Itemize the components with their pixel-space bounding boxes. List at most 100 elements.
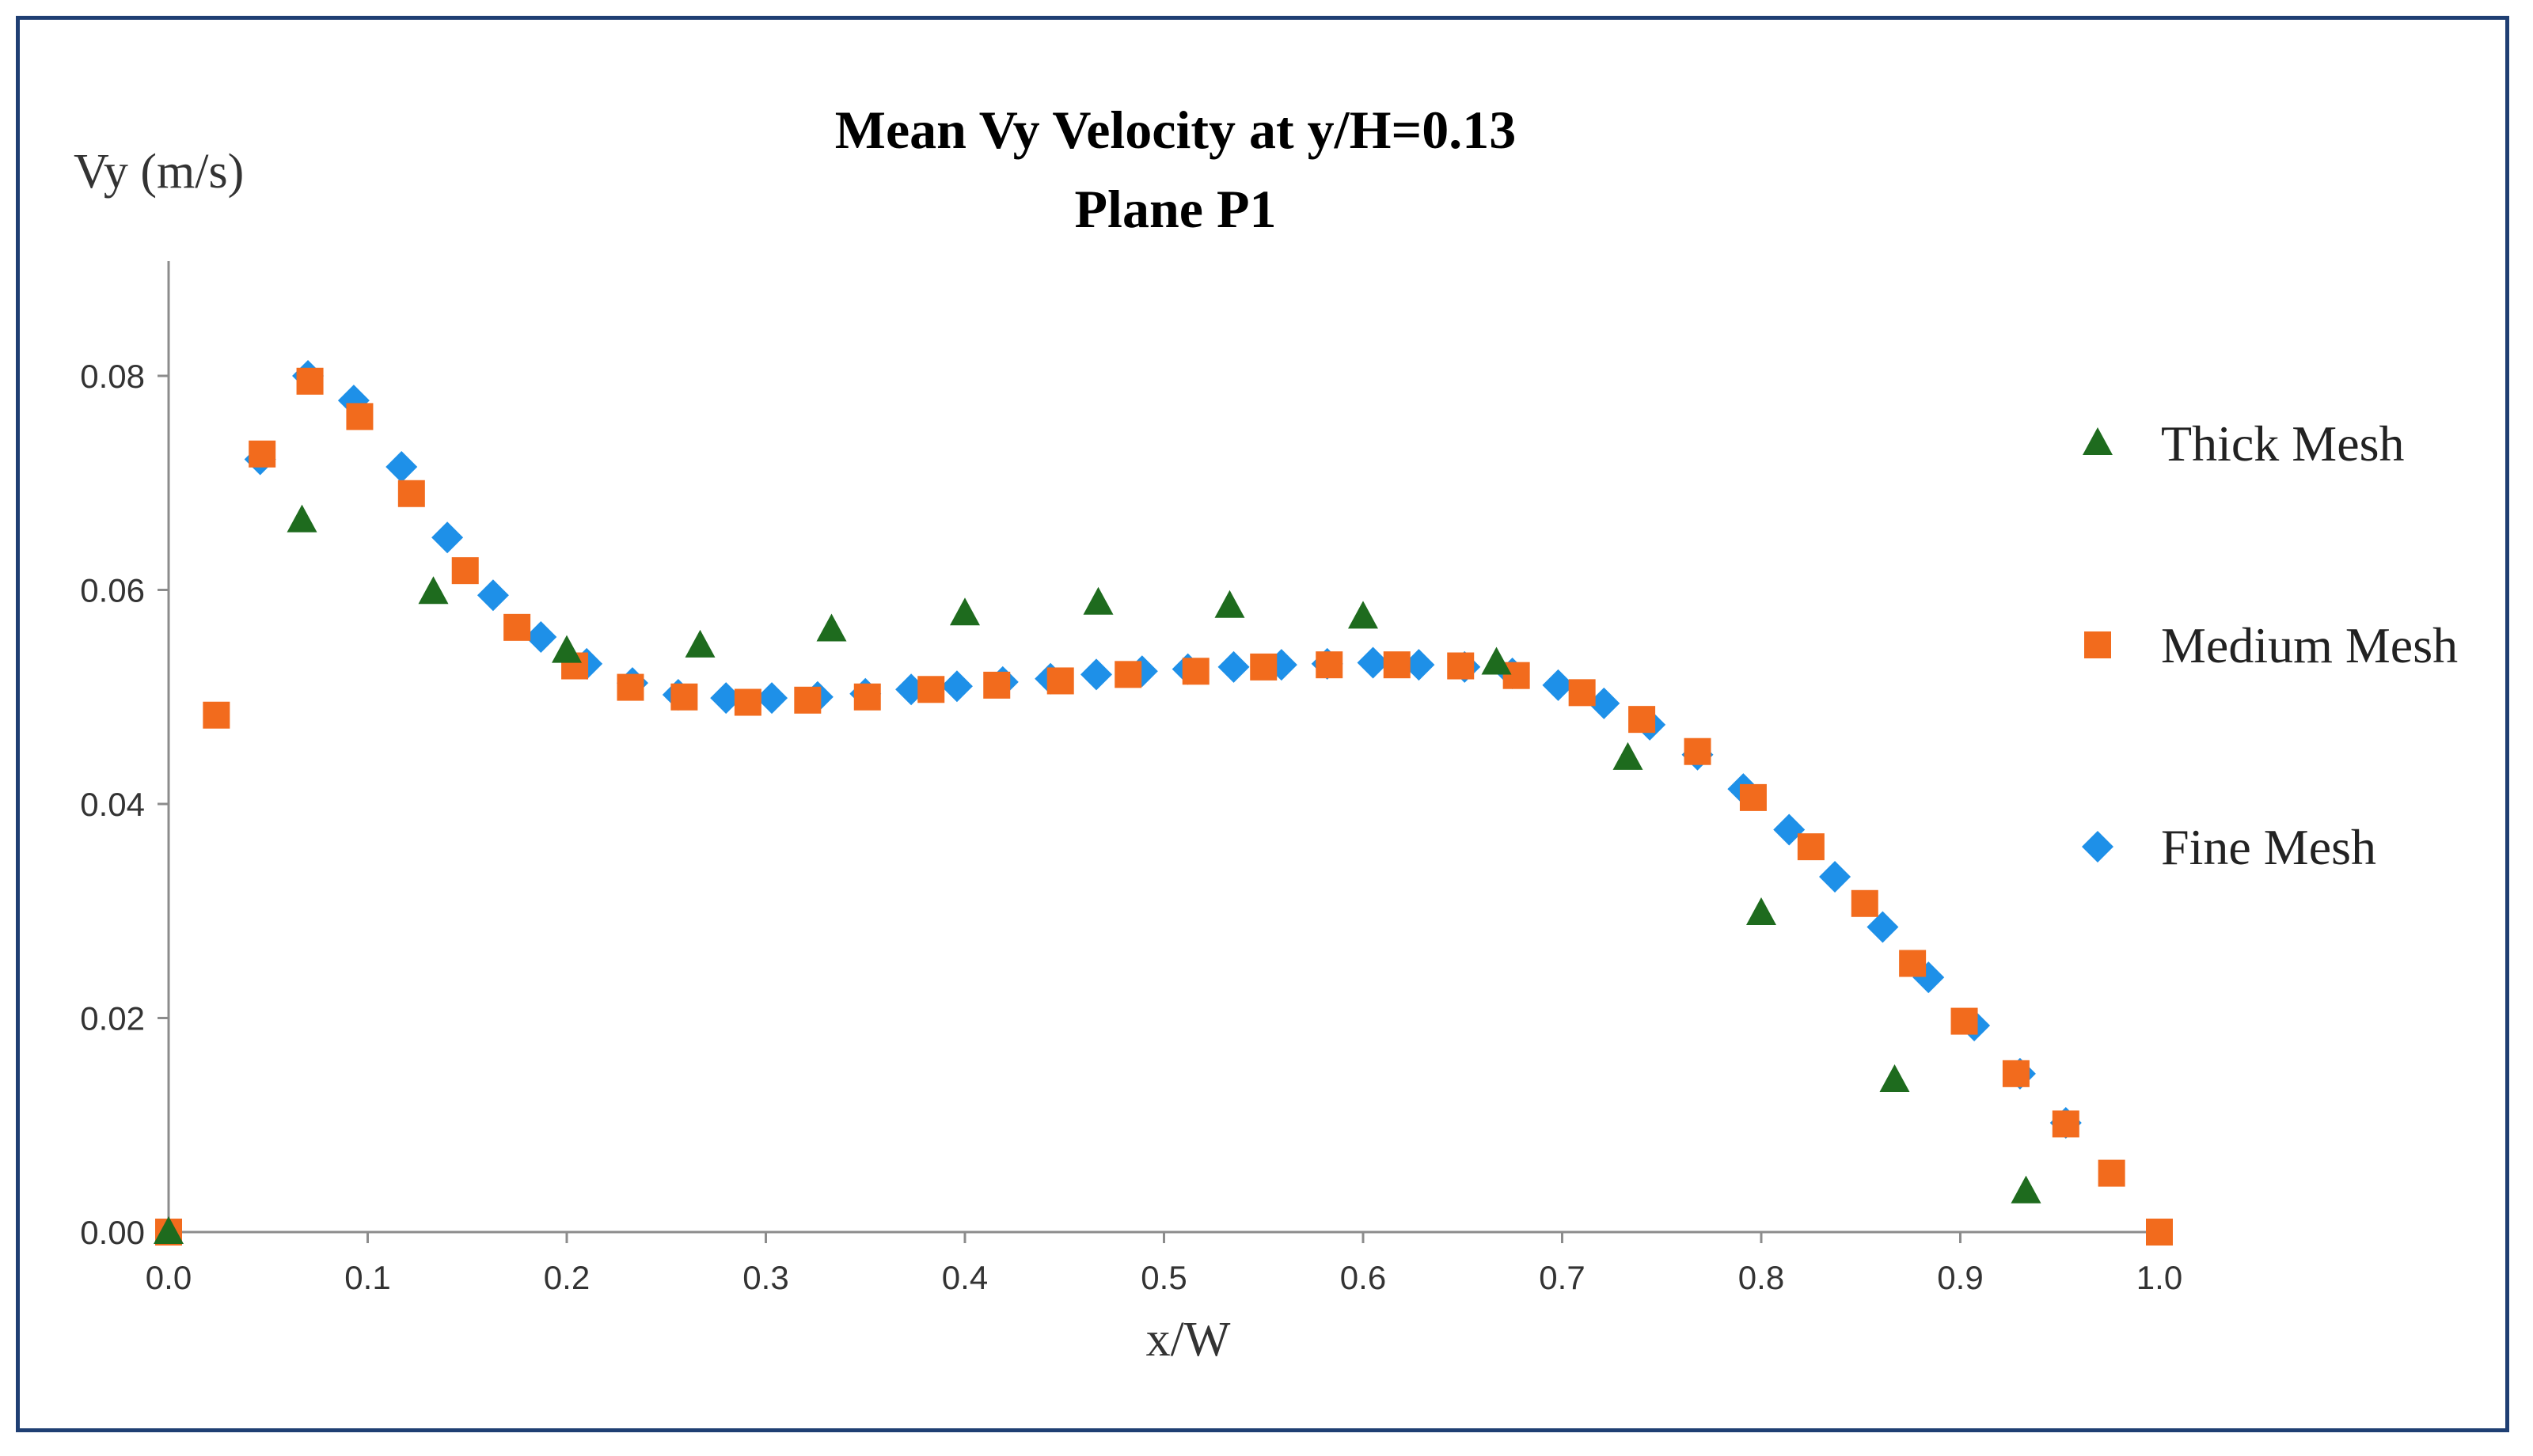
x-tick-label: 0.2 [544, 1259, 590, 1296]
x-tick-label: 0.3 [742, 1259, 788, 1296]
diamond-point [1403, 649, 1435, 681]
series-fine-mesh [244, 360, 2082, 1139]
square-point [1568, 679, 1596, 707]
triangle-point [154, 1216, 184, 1244]
square-point [249, 440, 276, 468]
diamond-point [477, 579, 509, 612]
diamond-point [1357, 646, 1389, 679]
chart-title: Mean Vy Velocity at y/H=0.13 [835, 100, 1516, 160]
triangle-point [1481, 646, 1512, 675]
legend-item-fine-mesh: Fine Mesh [2082, 819, 2376, 875]
triangle-point [1348, 601, 1378, 629]
series-medium-mesh [155, 367, 2173, 1246]
square-point [296, 367, 324, 395]
diamond-point [1819, 860, 1851, 893]
x-axis-label: x/W [1146, 1313, 1231, 1367]
y-axis-label: Vy (m/s) [74, 145, 244, 199]
legend-item-medium-mesh: Medium Mesh [2084, 617, 2458, 673]
legend: Thick Mesh Medium Mesh Fine Mesh [2082, 415, 2458, 875]
square-point [346, 403, 374, 430]
square-point [1447, 652, 1475, 680]
triangle-point [1879, 1064, 1910, 1092]
triangle-point [287, 504, 317, 533]
square-point [2002, 1060, 2030, 1087]
square-point [203, 701, 230, 729]
square-point [1383, 651, 1411, 679]
x-tick-label: 0.1 [344, 1259, 390, 1296]
square-point [1899, 950, 1927, 977]
square-point [1182, 658, 1210, 685]
x-tick-label: 0.0 [146, 1259, 192, 1296]
square-point [617, 673, 644, 701]
square-point [1046, 667, 1074, 695]
y-tick-label: 0.00 [80, 1214, 145, 1251]
triangle-point [418, 576, 449, 605]
square-point [1851, 889, 1878, 917]
x-tick-label: 0.7 [1539, 1259, 1585, 1296]
diamond-point [1773, 813, 1806, 846]
square-point [1684, 737, 1711, 765]
square-point [1316, 651, 1343, 679]
x-tick-label: 0.5 [1141, 1259, 1187, 1296]
diamond-point [756, 682, 788, 715]
square-point [1502, 662, 1530, 689]
x-tick-label: 1.0 [2136, 1259, 2182, 1296]
square-point [794, 686, 822, 714]
square-point [917, 676, 945, 703]
chart-frame: Mean Vy Velocity at y/H=0.13 Plane P1 Vy… [16, 16, 2509, 1432]
legend-diamond-icon [2082, 831, 2113, 863]
diamond-point [431, 521, 464, 554]
y-tick-label: 0.02 [80, 1000, 145, 1037]
chart-svg: Mean Vy Velocity at y/H=0.13 Plane P1 Vy… [74, 100, 2458, 1367]
square-point [397, 480, 425, 507]
legend-label: Thick Mesh [2161, 415, 2405, 472]
diamond-point [1867, 911, 1899, 943]
x-tick-label: 0.6 [1340, 1259, 1386, 1296]
square-point [853, 683, 881, 711]
x-tick-label: 0.4 [942, 1259, 988, 1296]
diamond-point [337, 385, 370, 417]
square-point [1739, 783, 1767, 811]
x-tick-label: 0.8 [1738, 1259, 1784, 1296]
square-point [1250, 653, 1278, 681]
chart-subtitle: Plane P1 [1075, 179, 1277, 239]
triangle-point [1746, 897, 1776, 925]
series-thick-mesh [154, 504, 2041, 1244]
square-point [1950, 1007, 1978, 1035]
triangle-point [685, 629, 716, 658]
legend-label: Fine Mesh [2161, 819, 2376, 875]
diamond-point [940, 670, 973, 703]
legend-square-icon [2084, 631, 2111, 658]
square-point [734, 688, 761, 716]
diamond-point [1217, 650, 1250, 683]
data-points-group [154, 360, 2173, 1246]
diamond-point [385, 450, 418, 483]
square-point [2098, 1159, 2125, 1187]
triangle-point [2011, 1175, 2041, 1204]
diamond-point [1080, 658, 1112, 691]
triangle-point [1083, 586, 1114, 615]
square-point [983, 671, 1011, 699]
square-point [2052, 1110, 2079, 1138]
x-tick-label: 0.9 [1937, 1259, 1983, 1296]
diamond-point [1542, 669, 1574, 701]
legend-item-thick-mesh: Thick Mesh [2083, 415, 2405, 472]
square-point [2146, 1219, 2173, 1246]
y-tick-label: 0.06 [80, 572, 145, 609]
square-point [503, 613, 531, 641]
legend-label: Medium Mesh [2161, 617, 2458, 673]
diamond-point [710, 682, 742, 715]
square-point [1115, 661, 1142, 688]
triangle-point [950, 597, 980, 626]
y-tick-label: 0.04 [80, 786, 145, 823]
square-point [1797, 833, 1825, 861]
triangle-point [816, 613, 847, 642]
diamond-point [525, 621, 557, 654]
legend-triangle-icon [2083, 427, 2113, 455]
triangle-point [1214, 590, 1245, 618]
diamond-point [1588, 687, 1620, 719]
axes-group: 0.0 0.1 0.2 0.3 0.4 0.5 0.6 0.7 0.8 0.9 1.0 0.00 0.0… [80, 261, 2182, 1296]
square-point [1628, 706, 1656, 734]
y-tick-label: 0.08 [80, 358, 145, 395]
square-point [451, 557, 479, 585]
